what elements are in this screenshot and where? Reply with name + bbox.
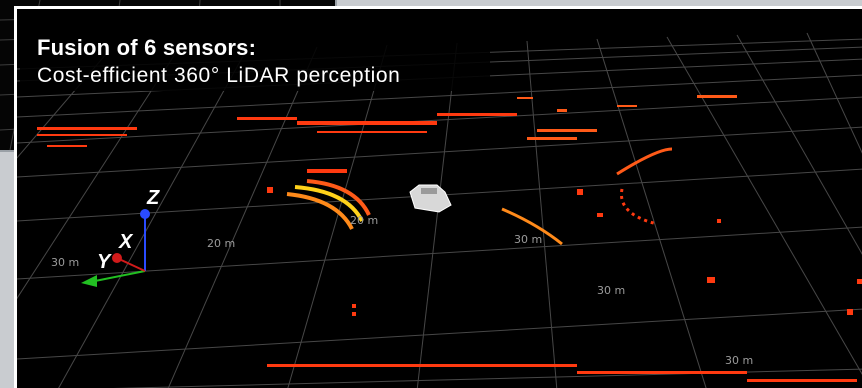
- axis-label-z: Z: [147, 187, 160, 209]
- caption-title: Fusion of 6 sensors:: [37, 35, 257, 60]
- point-cloud-far-wall-right: [517, 95, 737, 140]
- grid-label: 20 m: [207, 237, 236, 250]
- grid-label: 30 m: [725, 354, 754, 367]
- point-cloud-misc: [267, 169, 862, 316]
- lidar-3d-viewport[interactable]: 30 m 20 m 20 m 30 m 30 m 30 m Z X Y Fusi…: [14, 6, 862, 388]
- point-cloud-far-wall-left: [37, 113, 517, 147]
- caption-overlay: Fusion of 6 sensors: Cost-efficient 360°…: [20, 19, 490, 91]
- axis-label-x: X: [119, 231, 133, 253]
- grid-label: 30 m: [514, 233, 543, 246]
- axis-label-y: Y: [97, 251, 111, 273]
- caption-subtitle: Cost-efficient 360° LiDAR perception: [37, 64, 401, 87]
- point-cloud-ground-ring: [267, 364, 857, 382]
- grid-label: 30 m: [597, 284, 626, 297]
- point-cloud-near-arc-right: [501, 147, 673, 246]
- grid-label: 20 m: [350, 214, 379, 227]
- point-cloud-near-arc-left: [286, 179, 371, 230]
- coordinate-axes: [81, 209, 150, 287]
- grid-label: 30 m: [51, 256, 80, 269]
- ego-car-icon: [409, 184, 452, 213]
